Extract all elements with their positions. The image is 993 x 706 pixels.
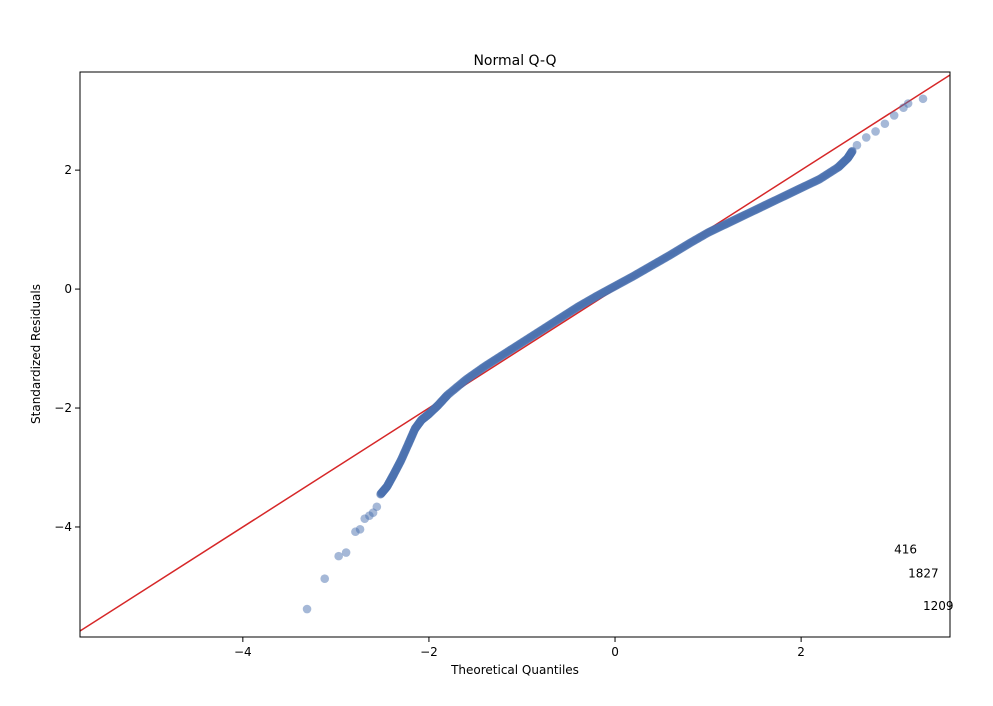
outlier-label: 416: [894, 543, 917, 557]
data-point: [341, 548, 351, 557]
y-axis: −4 −2 0 2: [54, 163, 80, 534]
plot-background: [80, 72, 950, 637]
y-tick-label: 2: [64, 163, 72, 177]
chart-title: Normal Q-Q: [473, 53, 556, 69]
data-point: [880, 119, 890, 129]
x-axis-label: Theoretical Quantiles: [450, 663, 579, 677]
y-axis-label: Standardized Residuals: [29, 284, 43, 424]
reference-line: [80, 74, 950, 632]
y-tick-label: −4: [54, 520, 72, 534]
outlier-label: 1827: [908, 567, 939, 581]
data-point: [889, 111, 899, 120]
data-point: [320, 574, 330, 584]
outlier-label: 1209: [923, 599, 954, 613]
data-point: [302, 604, 312, 614]
x-axis: −4 −2 0 2: [234, 637, 805, 659]
data-point: [903, 99, 913, 108]
x-tick-label: 0: [611, 645, 619, 659]
x-tick-label: −4: [234, 645, 252, 659]
y-tick-label: −2: [54, 401, 72, 415]
data-point: [355, 525, 365, 534]
data-point: [847, 146, 857, 156]
x-tick-label: 2: [797, 645, 805, 659]
plot-frame: [79, 71, 951, 638]
data-point: [861, 133, 871, 142]
data-point: [372, 502, 382, 512]
data-point: [918, 94, 928, 104]
data-point: [871, 127, 880, 136]
data-point: [334, 551, 343, 561]
data-points: [302, 94, 928, 614]
data-point: [852, 140, 862, 150]
y-tick-label: 0: [64, 282, 72, 296]
outlier-annotations: 416 1827 1209: [894, 543, 953, 614]
x-tick-label: −2: [420, 645, 438, 659]
